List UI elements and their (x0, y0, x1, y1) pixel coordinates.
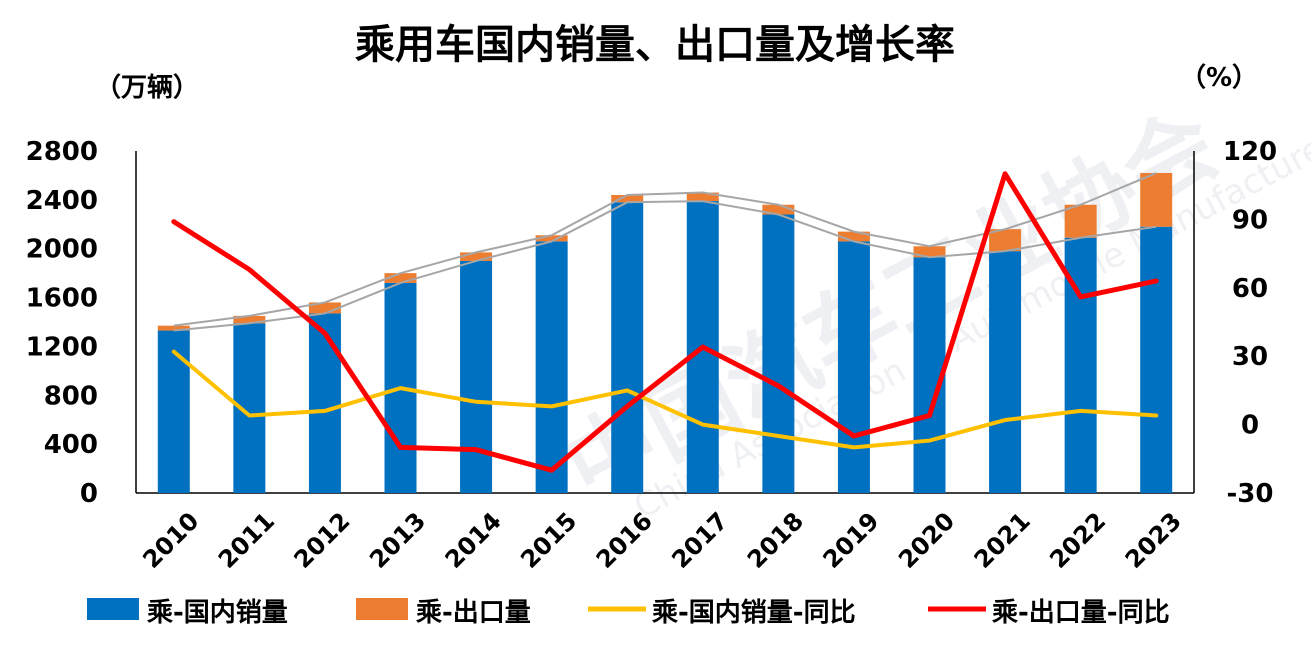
right-tick-label: -30 (1227, 479, 1274, 509)
line-domestic-yoy (171, 349, 1159, 450)
right-tick-label: 90 (1232, 205, 1268, 235)
bar-export-2017 (686, 192, 719, 202)
bar-export-2023 (1140, 172, 1173, 227)
legend-swatch-0 (87, 598, 139, 620)
right-tick-label: 0 (1241, 411, 1259, 441)
x-tick-label: 2014 (440, 507, 507, 574)
legend-label-0: 乘-国内销量 (146, 598, 288, 628)
right-tick-label: 30 (1232, 342, 1268, 372)
legend: 乘-国内销量 乘-出口量 乘-国内销量-同比 乘-出口量-同比 (87, 598, 1170, 628)
bar-export-2015 (535, 235, 568, 242)
x-tick-label: 2015 (515, 507, 582, 574)
x-tick-label: 2020 (893, 507, 960, 574)
x-tick-label: 2017 (666, 507, 733, 574)
bar-domestic-2023 (1140, 226, 1173, 493)
x-tick-label: 2018 (742, 507, 809, 574)
bar-domestic-2014 (460, 260, 493, 493)
left-tick-label: 1200 (26, 332, 98, 362)
watermark-text: 中国汽车工业协会 (549, 91, 1234, 522)
connector-total (173, 172, 1157, 327)
x-tick-label: 2011 (213, 507, 280, 574)
bar-domestic-2010 (157, 330, 190, 493)
left-tick-label: 400 (44, 430, 98, 460)
left-tick-label: 2400 (26, 186, 98, 216)
bar-export-2016 (611, 194, 644, 203)
bar-export-2021 (989, 229, 1022, 252)
x-tick-label: 2022 (1044, 507, 1111, 574)
bar-export-2019 (837, 231, 870, 242)
right-tick-label: 120 (1223, 137, 1277, 167)
chart-title: 乘用车国内销量、出口量及增长率 (355, 22, 955, 68)
connector-lines (173, 172, 1157, 332)
x-tick-label: 2021 (969, 507, 1036, 574)
bar-domestic-2021 (989, 251, 1022, 493)
x-tick-label: 2023 (1120, 507, 1187, 574)
series-lines (171, 171, 1159, 473)
connector-domestic (173, 200, 1157, 332)
legend-label-2: 乘-国内销量-同比 (651, 598, 856, 628)
x-tick-label: 2019 (818, 507, 885, 574)
bar-export-2014 (460, 252, 493, 261)
bar-domestic-2015 (535, 241, 568, 493)
left-axis-unit-label: （万辆） (95, 73, 199, 103)
line-export-yoy (171, 171, 1159, 473)
left-tick-label: 2000 (26, 235, 98, 265)
bar-export-2010 (157, 325, 190, 331)
bar-domestic-2016 (611, 202, 644, 494)
right-axis-unit-label: （%） (1180, 63, 1258, 93)
left-axis-ticks: 0 400 800 1200 1600 2000 2400 2800 (26, 137, 98, 509)
bar-export-2012 (308, 302, 341, 314)
bar-export-2018 (762, 204, 795, 215)
bar-domestic-2018 (762, 214, 795, 493)
legend-label-3: 乘-出口量-同比 (991, 598, 1170, 628)
bar-domestic-2019 (837, 241, 870, 493)
bar-export-2011 (233, 315, 266, 324)
left-tick-label: 2800 (26, 137, 98, 167)
x-tick-label: 2010 (137, 507, 204, 574)
legend-label-1: 乘-出口量 (415, 598, 531, 628)
left-tick-label: 1600 (26, 284, 98, 314)
left-tick-label: 0 (80, 479, 98, 509)
bar-export-2022 (1064, 204, 1097, 238)
bar-export-2020 (913, 246, 946, 258)
left-tick-label: 800 (44, 381, 98, 411)
bar-domestic-2012 (308, 313, 341, 493)
x-tick-label: 2013 (364, 507, 431, 574)
bar-export-2013 (384, 273, 417, 283)
right-axis-ticks: -30 0 30 60 90 120 (1223, 137, 1277, 509)
right-tick-label: 60 (1232, 274, 1268, 304)
legend-swatch-1 (356, 598, 408, 620)
x-tick-label: 2012 (289, 507, 356, 574)
